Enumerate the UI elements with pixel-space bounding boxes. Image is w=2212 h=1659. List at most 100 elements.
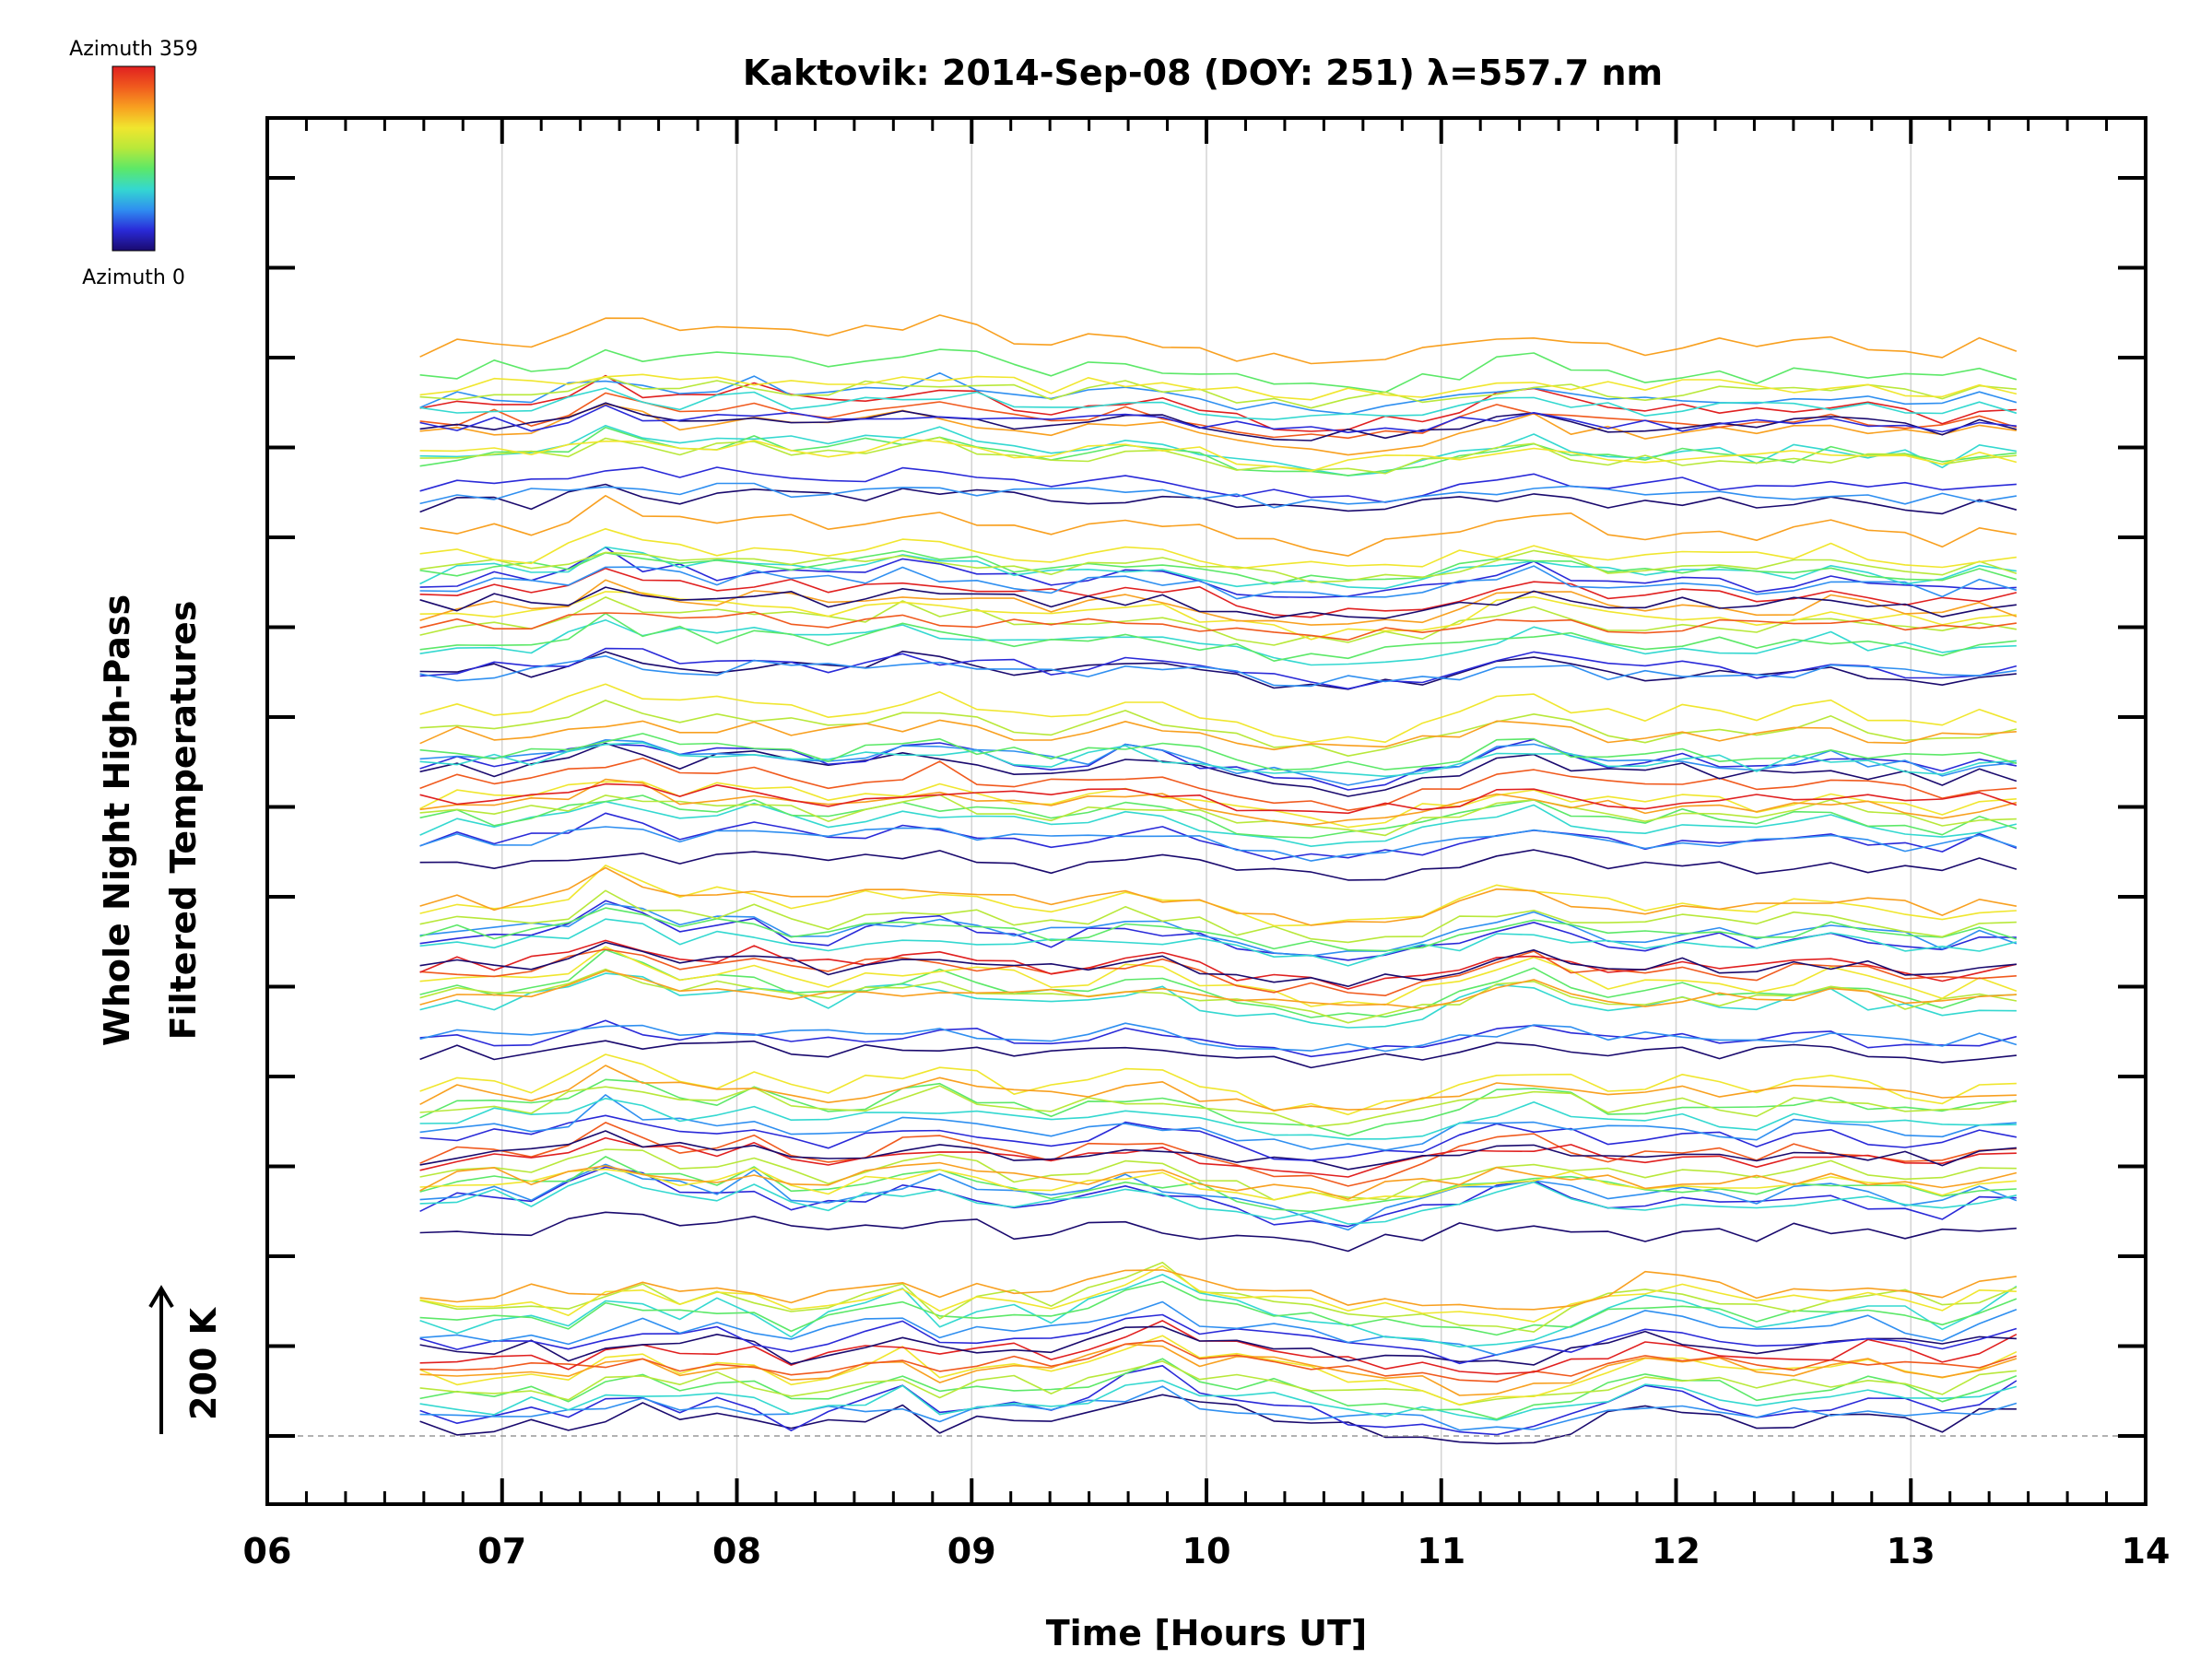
series-line-stack-6	[419, 466, 2017, 503]
series-line-stack-4	[419, 794, 2017, 837]
axis-ticks	[265, 118, 2147, 1504]
series-line-stack-3	[419, 941, 2017, 987]
series-line-stack-2	[419, 1122, 2017, 1187]
colorbar-bottom-label: Azimuth 0	[82, 266, 185, 289]
x-tick-labels: 06 07 08 09 10 11 12 13 14	[243, 1531, 2171, 1571]
series-line-stack-1	[419, 1343, 2018, 1396]
series-line-stack-6	[419, 438, 2018, 472]
series-line-stack-5	[419, 655, 2018, 688]
series-line-stack-4	[419, 683, 2018, 744]
chart-title: Kaktovik: 2014-Sep-08 (DOY: 251) λ=557.7…	[743, 53, 1663, 93]
series-line-stack-6	[419, 371, 2018, 416]
series-line-stack-4	[419, 794, 2018, 839]
series-line-stack-6	[419, 482, 2018, 509]
series-line-stack-2	[419, 1171, 2018, 1225]
series-line-stack-3	[419, 900, 2017, 961]
series-line-stack-3	[419, 968, 2018, 1024]
series-line-stack-1	[419, 1313, 2018, 1365]
series-line-stack-5	[419, 549, 2018, 583]
series-line-stack-6	[419, 402, 2018, 441]
y-axis-label-line2: Filtered Temperatures	[163, 601, 204, 1041]
series-line-stack-1	[419, 1280, 2018, 1336]
series-line-stack-5	[419, 596, 2018, 646]
series-line-stack-1	[419, 1274, 2018, 1347]
series-line-stack-2	[419, 1098, 2017, 1140]
series-line-stack-4	[419, 742, 2017, 778]
series-line-stack-5	[419, 611, 2018, 641]
series-line-stack-3	[419, 972, 2017, 1029]
colorbar	[112, 65, 156, 252]
series-line-stack-6	[419, 403, 2018, 456]
series-line-stack-6	[419, 348, 2018, 394]
x-tick-label: 08	[712, 1531, 761, 1571]
series-line-stack-1	[419, 1325, 2017, 1366]
scale-bar	[148, 1285, 174, 1434]
series-line-stack-3	[419, 907, 2018, 952]
series-line-stack-4	[419, 849, 2018, 881]
series-line-stack-5	[419, 618, 2017, 666]
series-line-stack-4	[419, 719, 2017, 751]
series-line-stack-2	[419, 1156, 2017, 1213]
series-line-stack-6	[419, 436, 2017, 475]
series-line-stack-3	[419, 889, 2017, 944]
series-line-stack-6	[419, 375, 2017, 409]
x-tick-label: 14	[2122, 1531, 2171, 1571]
series-line-stack-1	[419, 1339, 2018, 1382]
series-line-stack-5	[419, 549, 2018, 585]
series-line-stack-1	[419, 1358, 2018, 1420]
series-line-stack-4	[419, 782, 2018, 815]
series-line-stack-3	[419, 1019, 2018, 1058]
series-line-stack-1	[419, 1300, 2018, 1356]
series-line-stack-3	[419, 918, 2018, 967]
series-line-stack-1	[419, 1265, 2017, 1323]
series-line-stack-2	[419, 1167, 2017, 1202]
x-tick-label: 06	[243, 1531, 292, 1571]
series-line-stack-3	[419, 866, 2018, 926]
series-line-stack-4	[419, 742, 2018, 797]
series-line-stack-3	[419, 1022, 2018, 1053]
series-line-stack-4	[419, 781, 2017, 829]
series-line-stack-2	[419, 1130, 2017, 1171]
x-tick-label: 11	[1417, 1531, 1465, 1571]
series-line-stack-2	[419, 1136, 2017, 1178]
series-line-stack-3	[419, 948, 2017, 1018]
series-line-stack-2	[419, 1211, 2017, 1253]
series-line-stack-6	[419, 387, 2018, 420]
series-line-stack-6	[419, 314, 2018, 365]
series-line-stack-5	[419, 612, 2017, 662]
series-line-stack-3	[419, 948, 2017, 996]
series-line-stack-4	[419, 800, 2018, 847]
series-line-stack-1	[419, 1365, 2018, 1436]
series-line-stack-5	[419, 586, 2017, 619]
series-line-stack-2	[419, 1053, 2017, 1116]
series-line-stack-1	[419, 1380, 2018, 1421]
series-line-stack-1	[419, 1269, 2018, 1311]
series-line-stack-2	[419, 1163, 2018, 1231]
series-line-stack-2	[419, 1161, 2018, 1200]
series-line-stack-3	[419, 946, 2018, 1007]
series-line-stack-5	[419, 495, 2018, 557]
series-line-stack-6	[419, 483, 2018, 515]
series-line-stack-3	[419, 902, 2018, 957]
x-tick-label: 07	[477, 1531, 526, 1571]
series-line-stack-2	[419, 1085, 2018, 1128]
x-tick-label: 10	[1182, 1531, 1231, 1571]
series-line-stack-1	[419, 1394, 2017, 1445]
series-line-stack-3	[419, 865, 2017, 927]
series-line-stack-4	[419, 826, 2018, 862]
series-line-stack-6	[419, 405, 2017, 433]
colorbar-top-label: Azimuth 359	[69, 38, 198, 61]
series-line-stack-4	[419, 812, 2018, 861]
series-line-stack-3	[419, 1040, 2017, 1069]
series-line-stack-2	[419, 1065, 2017, 1112]
series-line-stack-5	[419, 567, 2018, 618]
x-tick-label: 09	[947, 1531, 996, 1571]
series-line-stack-4	[419, 733, 2018, 771]
y-axis-label-line1: Whole Night High-Pass	[97, 594, 137, 1046]
series-line-stack-5	[419, 579, 2018, 626]
series-line-stack-4	[419, 778, 2018, 826]
series-line-stack-4	[419, 739, 2017, 786]
series-line-stack-1	[419, 1360, 2017, 1406]
series-line-stack-5	[419, 528, 2018, 570]
